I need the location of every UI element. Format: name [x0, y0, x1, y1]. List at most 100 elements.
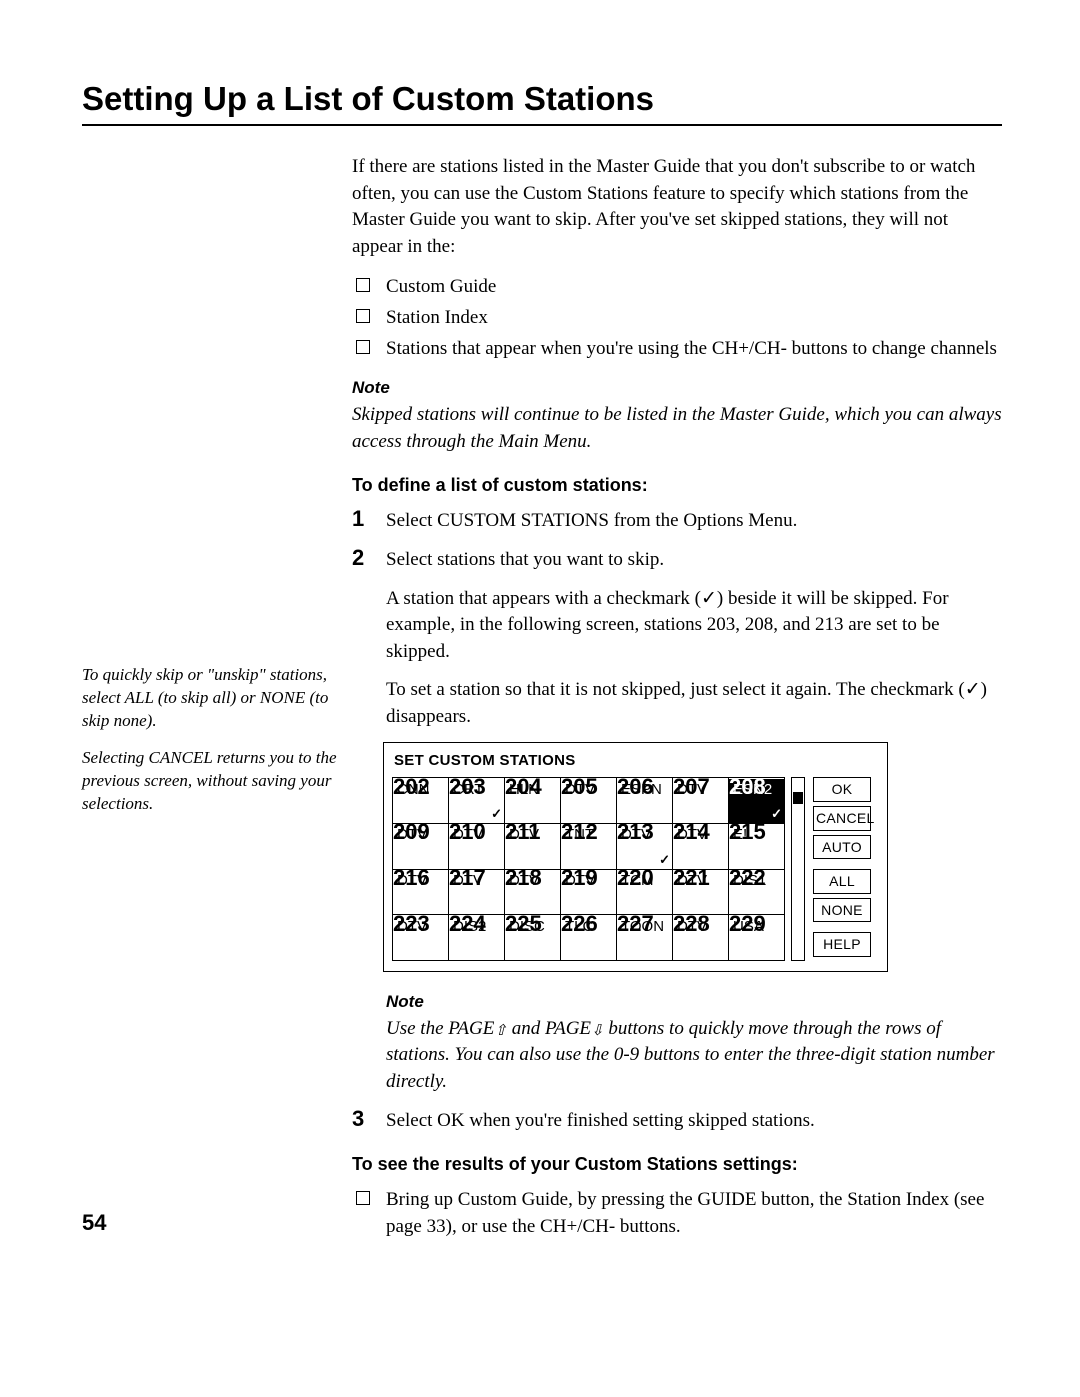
station-number: 202 — [393, 775, 430, 798]
figure-button-none: NONE — [813, 898, 871, 923]
page-down-icon: ⇩ — [591, 1024, 604, 1039]
bullet-custom-guide: Custom Guide — [352, 274, 1002, 301]
station-cell: DIS1222 — [729, 870, 784, 914]
note-fragment: and PAGE — [507, 1018, 591, 1039]
station-number: 217 — [449, 866, 486, 889]
station-number: 226 — [561, 912, 598, 935]
station-cell: TCM220 — [617, 870, 672, 914]
station-number: 209 — [393, 820, 430, 843]
step-text: Select OK when you're finished setting s… — [386, 1108, 1002, 1135]
checkmark-icon: ✓ — [491, 807, 502, 821]
station-number: 206 — [617, 775, 654, 798]
stations-grid: CNN202CRT203✓HLN204DTV205ESPN206DTV207ES… — [392, 777, 785, 961]
station-number: 227 — [617, 912, 654, 935]
note-body: Skipped stations will continue to be lis… — [352, 402, 1002, 455]
scrollbar — [791, 777, 805, 961]
station-cell: DTV223 — [393, 916, 448, 960]
bullet-results: Bring up Custom Guide, by pressing the G… — [352, 1187, 1002, 1240]
station-cell: DTV216 — [393, 870, 448, 914]
bullet-text: Bring up Custom Guide, by pressing the G… — [386, 1189, 984, 1237]
title-rule — [82, 124, 1002, 126]
station-number: 215 — [729, 820, 766, 843]
checkmark-icon: ✓ — [771, 807, 782, 821]
station-cell: TOON227 — [617, 916, 672, 960]
sidebar-note-1: To quickly skip or "unskip" stations, se… — [82, 664, 342, 733]
station-cell: CNN202 — [393, 779, 448, 823]
figure-button-cancel: CANCEL — [813, 806, 871, 831]
steps-list: 1 Select CUSTOM STATIONS from the Option… — [352, 508, 1002, 1134]
bullet-text: Stations that appear when you're using t… — [386, 338, 997, 359]
note-body: Use the PAGE⇧ and PAGE⇩ buttons to quick… — [386, 1016, 1002, 1096]
step-1: 1 Select CUSTOM STATIONS from the Option… — [352, 508, 1002, 535]
figure-title: SET CUSTOM STATIONS — [384, 743, 887, 777]
page-number: 54 — [82, 1210, 106, 1236]
station-cell: DISC225 — [505, 916, 560, 960]
bullet-text: Custom Guide — [386, 276, 496, 297]
station-number: 211 — [505, 820, 541, 843]
station-cell: DIS2224 — [449, 916, 504, 960]
station-number: 229 — [729, 912, 766, 935]
intro-paragraph: If there are stations listed in the Mast… — [352, 154, 1002, 260]
station-cell: ESN2208✓ — [729, 779, 784, 823]
station-cell: DTV207 — [673, 779, 728, 823]
results-bullets: Bring up Custom Guide, by pressing the G… — [352, 1187, 1002, 1240]
station-number: 207 — [673, 775, 710, 798]
station-cell: DTV211 — [505, 824, 560, 868]
set-custom-stations-figure: SET CUSTOM STATIONS CNN202CRT203✓HLN204D… — [383, 742, 888, 972]
station-number: 228 — [673, 912, 710, 935]
step-number: 3 — [352, 1104, 364, 1135]
figure-button-help: HELP — [813, 932, 871, 957]
note-heading: Note — [352, 376, 1002, 400]
station-number: 222 — [729, 866, 766, 889]
station-number: 203 — [449, 775, 486, 798]
subhead-define: To define a list of custom stations: — [352, 473, 1002, 498]
figure-button-ok: OK — [813, 777, 871, 802]
note-fragment: Use the PAGE — [386, 1018, 494, 1039]
checkbox-icon — [356, 1191, 370, 1205]
sidebar-notes: To quickly skip or "unskip" stations, se… — [82, 664, 342, 830]
station-number: 205 — [561, 775, 598, 798]
figure-button-auto: AUTO — [813, 835, 871, 860]
step-3: 3 Select OK when you're finished setting… — [352, 1108, 1002, 1135]
step-text: Select CUSTOM STATIONS from the Options … — [386, 508, 1002, 535]
figure-button-all: ALL — [813, 869, 871, 894]
bullet-ch-buttons: Stations that appear when you're using t… — [352, 336, 1002, 363]
sidebar-note-2: Selecting CANCEL returns you to the prev… — [82, 747, 342, 816]
station-number: 224 — [449, 912, 486, 935]
page-up-icon: ⇧ — [494, 1024, 507, 1039]
station-cell: DTV214 — [673, 824, 728, 868]
station-cell: DTV213✓ — [617, 824, 672, 868]
station-number: 220 — [617, 866, 654, 889]
station-number: 219 — [561, 866, 598, 889]
station-number: 210 — [449, 820, 486, 843]
station-number: 223 — [393, 912, 430, 935]
station-number: 208 — [729, 775, 766, 798]
station-cell: DTV217 — [449, 870, 504, 914]
note-heading: Note — [386, 990, 1002, 1014]
scrollbar-thumb — [793, 792, 803, 804]
station-cell: USA229 — [729, 916, 784, 960]
step-detail: To set a station so that it is not skipp… — [386, 677, 1002, 730]
checkbox-icon — [356, 309, 370, 323]
station-cell: DTV218 — [505, 870, 560, 914]
figure-buttons: OK CANCEL AUTO ALL NONE HELP — [813, 777, 871, 961]
checkbox-icon — [356, 340, 370, 354]
subhead-results: To see the results of your Custom Statio… — [352, 1152, 1002, 1177]
step-number: 2 — [352, 543, 364, 574]
station-cell: DTV209 — [393, 824, 448, 868]
station-cell: E!215 — [729, 824, 784, 868]
step-text: Select stations that you want to skip. — [386, 547, 1002, 574]
step-detail: A station that appears with a checkmark … — [386, 586, 1002, 666]
station-cell: TLC226 — [561, 916, 616, 960]
bullet-station-index: Station Index — [352, 305, 1002, 332]
station-cell: HLN204 — [505, 779, 560, 823]
station-number: 216 — [393, 866, 430, 889]
station-number: 212 — [561, 820, 598, 843]
station-number: 225 — [505, 912, 542, 935]
step-2: 2 Select stations that you want to skip.… — [352, 547, 1002, 1096]
station-cell: TNT212 — [561, 824, 616, 868]
station-number: 221 — [673, 866, 710, 889]
checkbox-icon — [356, 278, 370, 292]
checkmark-icon: ✓ — [659, 853, 670, 867]
station-cell: DTV219 — [561, 870, 616, 914]
